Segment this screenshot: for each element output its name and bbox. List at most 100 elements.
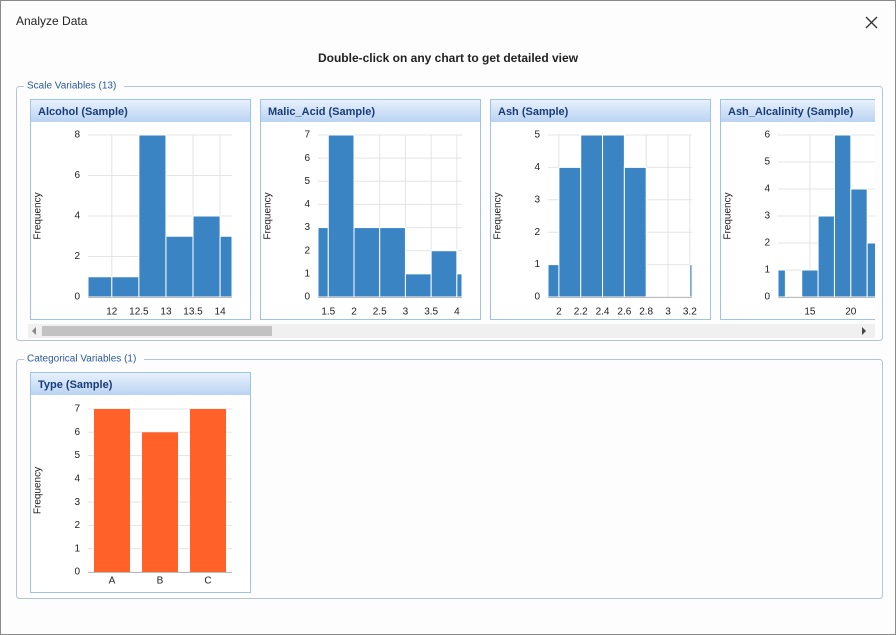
x-tick-label: 2.5 <box>373 307 387 318</box>
histogram-bar <box>817 215 835 298</box>
x-tick-label: 12.5 <box>129 307 149 318</box>
y-tick-label: 0 <box>534 292 540 303</box>
y-tick-label: 0 <box>764 292 770 303</box>
y-tick-label: 3 <box>74 497 80 508</box>
y-tick-label: 6 <box>304 153 310 164</box>
y-tick-label: 2 <box>534 227 540 238</box>
chart-panel[interactable]: Malic_Acid (Sample) Frequency 0 1 2 3 4 5 6 7 1.5 2… <box>260 99 481 320</box>
x-tick-label: 20 <box>845 307 857 318</box>
y-tick-label: 4 <box>74 211 80 222</box>
x-tick-label: 13.5 <box>183 307 203 318</box>
y-tick-label: 4 <box>764 184 770 195</box>
y-tick-label: 7 <box>304 130 310 141</box>
y-tick-label: 1 <box>304 268 310 279</box>
panel-header <box>31 100 250 122</box>
y-tick-label: 0 <box>74 567 80 578</box>
histogram-bar <box>801 269 819 298</box>
y-tick-label: 0 <box>304 292 310 303</box>
chart-panel[interactable]: Type (Sample) Frequency 0 1 2 3 4 5 6 7 A B C <box>30 372 251 593</box>
histogram-bar <box>833 134 852 298</box>
y-tick-label: 2 <box>74 251 80 262</box>
group-box <box>16 359 883 599</box>
window-title: Analyze Data <box>16 14 88 28</box>
x-tick-label: 13 <box>160 307 172 318</box>
y-tick-label: 6 <box>74 170 80 181</box>
bar <box>142 432 178 572</box>
x-tick-label: 2 <box>556 307 562 318</box>
group-label: Scale Variables (13) <box>27 81 116 92</box>
x-tick-label: 3.5 <box>424 307 438 318</box>
bar <box>94 409 130 572</box>
x-tick-label: 3 <box>665 307 671 318</box>
histogram-bar <box>689 264 693 298</box>
chart-title: Ash (Sample) <box>498 106 569 118</box>
histogram-bar <box>138 134 167 298</box>
y-tick-label: 1 <box>764 265 770 276</box>
y-axis-label: Frequency <box>493 192 504 239</box>
y-tick-label: 5 <box>74 450 80 461</box>
histogram-bar <box>866 242 875 298</box>
y-axis-label: Frequency <box>263 192 274 239</box>
y-tick-label: 8 <box>74 130 80 141</box>
y-axis-label: Frequency <box>723 192 734 239</box>
x-tick-label: 1.5 <box>321 307 335 318</box>
histogram-bar <box>353 227 381 298</box>
y-tick-label: 2 <box>764 238 770 249</box>
scrollbar[interactable] <box>28 324 875 338</box>
histogram-bar <box>219 235 233 298</box>
histogram-bar <box>327 134 355 298</box>
histogram-bar <box>317 227 329 298</box>
y-tick-label: 5 <box>764 157 770 168</box>
y-tick-label: 6 <box>74 427 80 438</box>
y-axis-label: Frequency <box>33 467 44 514</box>
chart-panel[interactable]: Ash_Alcalinity (Sample) Frequency 0 1 2 3 4 5 6 1… <box>720 99 896 320</box>
y-tick-label: 7 <box>74 404 80 415</box>
y-tick-label: 5 <box>304 176 310 187</box>
histogram-bar <box>192 215 221 298</box>
bar <box>190 409 226 572</box>
y-tick-label: 0 <box>74 292 80 303</box>
chart-title: Malic_Acid (Sample) <box>268 106 375 118</box>
histogram-bar <box>602 134 625 298</box>
chart-title: Alcohol (Sample) <box>38 106 128 118</box>
y-tick-label: 4 <box>304 199 310 210</box>
x-tick-label: 2.6 <box>617 307 631 318</box>
close-button[interactable] <box>865 16 878 29</box>
histogram-bar <box>430 250 458 298</box>
x-tick-label: 2 <box>351 307 357 318</box>
histogram-bar <box>623 166 647 298</box>
panel-header <box>491 100 710 122</box>
histogram-bar <box>580 134 604 298</box>
x-tick-label: A <box>109 576 116 587</box>
histogram-bar <box>777 269 786 298</box>
group-box <box>16 86 883 341</box>
histogram-bar <box>850 188 868 298</box>
instruction: Double-click on any chart to get detaile… <box>318 51 579 65</box>
y-tick-label: 2 <box>304 245 310 256</box>
x-tick-label: C <box>204 576 211 587</box>
chart-title: Type (Sample) <box>38 379 113 391</box>
histogram-bar <box>87 276 113 298</box>
x-tick-label: 2.8 <box>639 307 653 318</box>
x-tick-label: 2.4 <box>596 307 610 318</box>
y-tick-label: 3 <box>764 211 770 222</box>
chart-panel[interactable]: Ash (Sample) Frequency 0 1 2 3 4 5 2 2.2 2.4 2.6 2.8… <box>490 99 711 320</box>
y-tick-label: 5 <box>534 130 540 141</box>
x-tick-label: 3 <box>403 307 409 318</box>
x-tick-label: 4 <box>454 307 460 318</box>
x-tick-label: 15 <box>804 307 816 318</box>
histogram-bar <box>404 273 432 298</box>
histogram-bar <box>379 227 406 298</box>
x-tick-label: 14 <box>215 307 227 318</box>
chart-panel[interactable]: Alcohol (Sample) Frequency 0 2 4 6 8 12 12.5 13 13… <box>30 99 251 320</box>
y-axis-label: Frequency <box>33 192 44 239</box>
panel-header <box>721 100 875 122</box>
histogram-bar <box>547 264 560 298</box>
y-tick-label: 4 <box>74 473 80 484</box>
chart-title: Ash_Alcalinity (Sample) <box>728 106 854 118</box>
x-tick-label: B <box>157 576 164 587</box>
x-tick-label: 12 <box>106 307 118 318</box>
